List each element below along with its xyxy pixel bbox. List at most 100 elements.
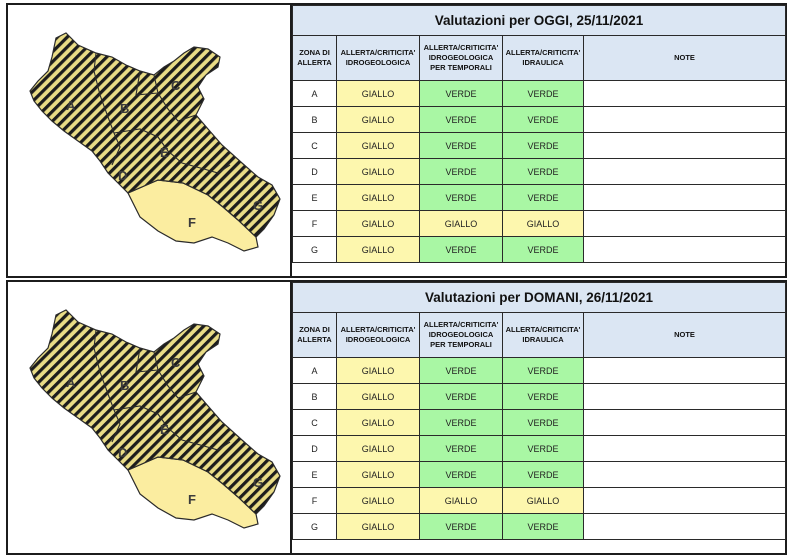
idraulica-cell: GIALLO <box>502 487 584 514</box>
zone-cell: B <box>292 106 337 133</box>
temporali-cell: VERDE <box>419 435 503 462</box>
col-header-zona: ZONA DI ALLERTA <box>292 312 337 358</box>
note-cell <box>583 132 786 159</box>
map-label-f: F <box>188 215 196 230</box>
table-row: D GIALLO VERDE VERDE <box>292 158 786 185</box>
zone-cell: G <box>292 236 337 263</box>
lazio-map-svg: A B C D E F G <box>29 309 281 529</box>
note-cell <box>583 106 786 133</box>
temporali-cell: VERDE <box>419 383 503 410</box>
temporali-cell: VERDE <box>419 236 503 263</box>
map-label-b: B <box>120 101 129 116</box>
idrogeologica-cell: GIALLO <box>336 210 420 237</box>
table-oggi-wrap: Valutazioni per OGGI, 25/11/2021 ZONA DI… <box>292 5 786 276</box>
map-label-d: D <box>118 168 127 183</box>
idraulica-cell: VERDE <box>502 409 584 436</box>
temporali-cell: VERDE <box>419 184 503 211</box>
map-label-d: D <box>118 445 127 460</box>
zone-cell: E <box>292 184 337 211</box>
idraulica-cell: VERDE <box>502 184 584 211</box>
idrogeologica-cell: GIALLO <box>336 236 420 263</box>
note-cell <box>582 461 787 488</box>
idrogeologica-cell: GIALLO <box>336 461 420 488</box>
idraulica-cell: VERDE <box>502 236 584 263</box>
map-label-g: G <box>253 198 263 213</box>
zone-cell: F <box>292 487 337 514</box>
lazio-map: A B C D E F G <box>8 282 292 553</box>
temporali-cell: VERDE <box>419 357 503 384</box>
table-row: A GIALLO VERDE VERDE <box>292 357 787 384</box>
note-cell <box>583 184 786 211</box>
idraulica-cell: VERDE <box>502 158 584 185</box>
temporali-cell: VERDE <box>419 80 503 107</box>
idrogeologica-cell: GIALLO <box>336 80 420 107</box>
table-row: B GIALLO VERDE VERDE <box>292 383 787 410</box>
col-header-note: NOTE <box>583 35 786 81</box>
table-row: E GIALLO VERDE VERDE <box>292 184 786 211</box>
idraulica-cell: VERDE <box>502 383 584 410</box>
zone-cell: F <box>292 210 337 237</box>
map-label-c: C <box>171 355 181 370</box>
map-label-b: B <box>120 378 129 393</box>
note-cell <box>583 158 786 185</box>
idraulica-cell: VERDE <box>502 435 584 462</box>
idrogeologica-cell: GIALLO <box>336 106 420 133</box>
col-header-temporali: ALLERTA/CRITICITA' IDROGEOLOGICA PER TEMPO… <box>419 312 503 358</box>
zone-cell: D <box>292 435 337 462</box>
idrogeologica-cell: GIALLO <box>336 158 420 185</box>
map-label-e: E <box>160 422 169 437</box>
zone-cell: E <box>292 461 337 488</box>
col-header-idraulica: ALLERTA/CRITICITA' IDRAULICA <box>502 35 584 81</box>
table-oggi: Valutazioni per OGGI, 25/11/2021 ZONA DI… <box>292 5 786 263</box>
temporali-cell: GIALLO <box>419 210 503 237</box>
zone-cell: A <box>292 80 337 107</box>
idraulica-cell: VERDE <box>502 357 584 384</box>
note-cell <box>582 383 787 410</box>
map-zone-borders <box>93 329 231 451</box>
table-row: C GIALLO VERDE VERDE <box>292 409 787 436</box>
map-zone-borders <box>93 52 231 174</box>
table-domani: Valutazioni per DOMANI, 26/11/2021 ZONA … <box>291 282 787 540</box>
temporali-cell: VERDE <box>419 461 503 488</box>
zone-cell: C <box>292 132 337 159</box>
idraulica-cell: VERDE <box>502 80 584 107</box>
temporali-cell: VERDE <box>419 513 503 540</box>
idraulica-cell: VERDE <box>502 106 584 133</box>
map-zone-striped <box>29 309 281 515</box>
idrogeologica-cell: GIALLO <box>336 487 420 514</box>
idrogeologica-cell: GIALLO <box>336 184 420 211</box>
temporali-cell: VERDE <box>419 132 503 159</box>
table-row: C GIALLO VERDE VERDE <box>292 132 786 159</box>
temporali-cell: VERDE <box>419 106 503 133</box>
map-label-g: G <box>253 475 263 490</box>
note-cell <box>583 210 786 237</box>
col-header-temporali: ALLERTA/CRITICITA' IDROGEOLOGICA PER TEMPO… <box>419 35 503 81</box>
note-cell <box>582 487 787 514</box>
table-row: F GIALLO GIALLO GIALLO <box>292 210 786 237</box>
zone-cell: C <box>292 409 337 436</box>
map-label-a: A <box>66 375 76 390</box>
table-row: G GIALLO VERDE VERDE <box>292 513 787 540</box>
note-cell <box>582 409 787 436</box>
table-row: A GIALLO VERDE VERDE <box>292 80 786 107</box>
temporali-cell: VERDE <box>419 158 503 185</box>
idrogeologica-cell: GIALLO <box>336 357 420 384</box>
idraulica-cell: VERDE <box>502 461 584 488</box>
idraulica-cell: VERDE <box>502 132 584 159</box>
temporali-cell: VERDE <box>419 409 503 436</box>
table-row: E GIALLO VERDE VERDE <box>292 461 787 488</box>
col-header-idraulica: ALLERTA/CRITICITA' IDRAULICA <box>502 312 584 358</box>
map-label-e: E <box>160 145 169 160</box>
map-zone-striped <box>29 32 281 238</box>
map-label-a: A <box>66 98 76 113</box>
idrogeologica-cell: GIALLO <box>336 409 420 436</box>
col-header-idrogeologica: ALLERTA/CRITICITA' IDROGEOLOGICA <box>336 35 420 81</box>
idrogeologica-cell: GIALLO <box>336 132 420 159</box>
idrogeologica-cell: GIALLO <box>336 513 420 540</box>
panel-oggi: A B C D E F G Valutazioni per OGGI, 25/1… <box>6 3 787 278</box>
table-row: D GIALLO VERDE VERDE <box>292 435 787 462</box>
idrogeologica-cell: GIALLO <box>336 435 420 462</box>
idrogeologica-cell: GIALLO <box>336 383 420 410</box>
table-title: Valutazioni per OGGI, 25/11/2021 <box>292 5 786 36</box>
note-cell <box>582 435 787 462</box>
